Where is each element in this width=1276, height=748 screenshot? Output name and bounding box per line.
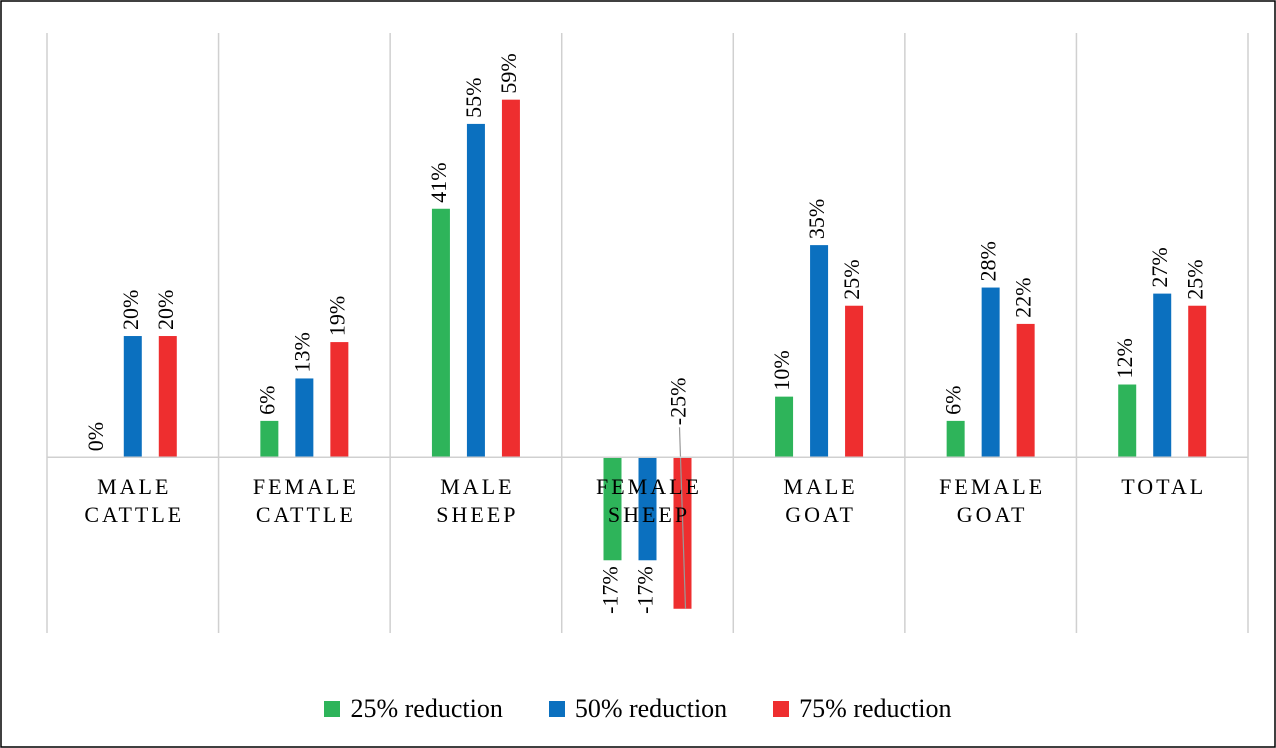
legend-label: 50% reduction — [574, 694, 728, 723]
bar — [603, 457, 622, 561]
data-label: 20% — [118, 290, 143, 330]
data-label: 6% — [254, 386, 279, 415]
x-tick-label: FEMALE GOAT — [939, 474, 1046, 528]
data-label: 55% — [461, 78, 486, 118]
data-label: 25% — [839, 259, 864, 299]
bar — [638, 457, 657, 561]
x-tick-label: TOTAL — [1121, 474, 1207, 500]
data-label: 22% — [1011, 278, 1036, 318]
legend-swatch — [548, 701, 565, 717]
bar — [946, 420, 965, 458]
data-label: 28% — [976, 241, 1001, 281]
x-tick-label: MALE SHEEP — [436, 474, 519, 528]
bar — [431, 208, 450, 458]
bar — [1118, 384, 1137, 458]
bar — [810, 245, 829, 458]
bar — [501, 99, 520, 458]
data-label: 59% — [496, 53, 521, 93]
data-label: 13% — [289, 332, 314, 372]
legend-entry: 25% reduction — [324, 694, 503, 724]
bar — [260, 420, 279, 458]
data-label: 25% — [1182, 259, 1207, 299]
data-label: -17% — [633, 566, 658, 614]
legend-swatch — [773, 701, 790, 717]
data-label: 27% — [1147, 247, 1172, 287]
x-tick-label: MALE GOAT — [783, 474, 858, 528]
bar — [123, 336, 142, 458]
legend-label: 75% reduction — [799, 694, 952, 723]
data-label: -25% — [666, 378, 691, 426]
x-tick-label: MALE CATTLE — [84, 474, 185, 528]
data-label: 41% — [426, 162, 451, 202]
x-tick-label: FEMALE SHEEP — [596, 474, 702, 528]
bar — [158, 336, 177, 458]
bar — [845, 305, 864, 458]
legend-entry: 75% reduction — [773, 694, 952, 724]
data-label: -17% — [598, 566, 623, 614]
legend-entry: 50% reduction — [548, 694, 728, 724]
data-label: 6% — [941, 386, 966, 415]
x-tick-label: FEMALE CATTLE — [252, 474, 359, 528]
data-label: 12% — [1112, 338, 1137, 378]
legend-label: 25% reduction — [350, 694, 503, 723]
data-label: 0% — [83, 422, 108, 451]
data-label: 19% — [324, 296, 349, 336]
data-label: 35% — [804, 199, 829, 239]
legend-swatch — [324, 701, 341, 717]
data-label: 20% — [153, 290, 178, 330]
bar — [1188, 305, 1207, 458]
data-label: 10% — [769, 350, 794, 390]
bar — [466, 123, 485, 458]
bar — [1016, 323, 1035, 458]
bar — [981, 287, 1000, 458]
bar — [775, 396, 794, 458]
legend: 25% reduction 50% reduction 75% reduction — [0, 694, 1276, 724]
bar — [295, 378, 314, 458]
bar — [330, 342, 349, 458]
bar — [1153, 293, 1172, 458]
